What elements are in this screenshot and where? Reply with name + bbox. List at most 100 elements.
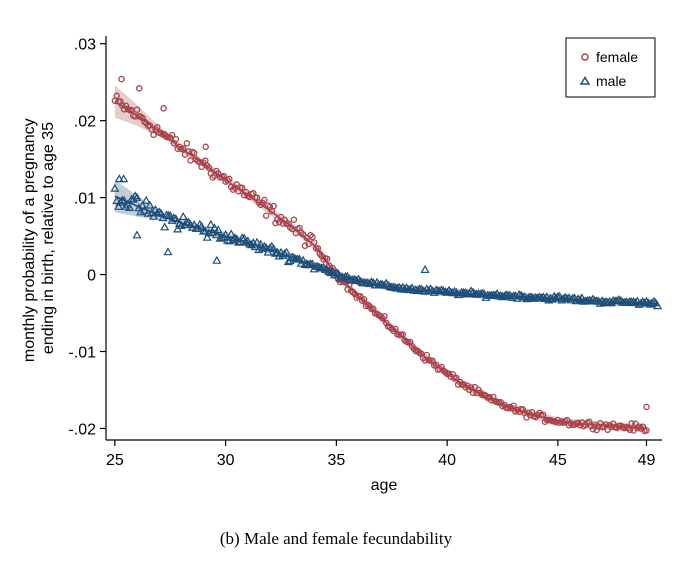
female-point <box>179 145 187 152</box>
male-point <box>649 296 659 305</box>
male-point <box>466 286 476 295</box>
male-point <box>516 290 526 299</box>
female-point <box>190 149 198 157</box>
y-tick-label: 0 <box>87 268 96 285</box>
male-point <box>281 247 292 256</box>
female-point <box>183 140 191 147</box>
female-point <box>205 164 213 172</box>
female-point <box>442 368 449 376</box>
male-point <box>326 268 336 277</box>
female-point <box>539 411 547 418</box>
male-point <box>383 280 393 289</box>
female-point <box>314 244 322 252</box>
legend-female-marker <box>581 53 589 61</box>
female-point <box>329 264 336 272</box>
male-point <box>313 261 323 270</box>
female-point <box>381 312 388 320</box>
male-point <box>222 235 233 244</box>
female-point <box>323 255 331 262</box>
male-point <box>331 267 341 276</box>
female-point <box>628 420 635 427</box>
female-point <box>467 384 475 391</box>
y-tick-label: .02 <box>74 114 96 131</box>
male-point <box>137 200 148 209</box>
male-point <box>193 223 203 232</box>
female-point <box>299 231 307 238</box>
legend-male-label: male <box>596 73 627 89</box>
plot-area: -.02 -.01 0 .01 .02 .03 25 30 35 40 45 49 <box>68 36 663 469</box>
y-axis-title-line-1: monthly probability of a pregnancy <box>21 118 38 362</box>
y-tick-label: -.02 <box>68 421 96 438</box>
female-point <box>438 363 445 371</box>
male-point <box>366 277 376 286</box>
male-point <box>653 301 663 310</box>
male-point <box>110 183 120 192</box>
male-point <box>169 213 179 222</box>
female-point <box>135 85 143 92</box>
male-point <box>165 210 175 219</box>
male-point <box>154 207 164 216</box>
male-point <box>566 295 576 304</box>
male-point <box>156 208 166 217</box>
male-point <box>270 248 281 257</box>
female-point <box>168 131 176 139</box>
female-point <box>202 143 209 151</box>
male-point <box>121 201 131 210</box>
female-point <box>261 196 268 204</box>
male-point <box>132 230 142 239</box>
male-point <box>125 202 135 211</box>
male-point <box>521 294 532 303</box>
male-point <box>209 223 220 232</box>
male-point <box>438 286 448 295</box>
male-point <box>420 264 430 273</box>
male-point <box>307 259 317 268</box>
male-point <box>283 257 293 266</box>
x-tick-label: 25 <box>106 452 124 469</box>
series-layer <box>110 75 663 435</box>
female-point <box>118 75 125 83</box>
female-point <box>643 403 650 411</box>
male-point <box>206 219 216 228</box>
female-point <box>290 216 298 223</box>
legend-male-marker <box>579 76 591 85</box>
female-point <box>185 148 192 155</box>
female-point <box>541 418 549 425</box>
x-axis-title: age <box>371 477 398 494</box>
male-point <box>449 286 460 295</box>
female-point <box>220 172 228 180</box>
female-point <box>399 331 407 338</box>
male-point <box>112 196 122 205</box>
x-axis-ticks: 25 30 35 40 45 49 <box>106 440 655 469</box>
male-point <box>160 222 170 231</box>
y-tick-label: .03 <box>74 37 96 54</box>
male-point <box>226 229 236 238</box>
male-point <box>294 254 305 263</box>
male-point <box>536 293 546 302</box>
male-point <box>211 230 221 239</box>
male-point <box>119 195 129 204</box>
female-point <box>469 389 477 397</box>
male-point <box>507 292 517 301</box>
male-point <box>562 293 572 302</box>
male-point <box>114 174 124 183</box>
male-point <box>416 284 426 293</box>
male-point <box>130 191 140 200</box>
x-tick-label: 30 <box>217 452 235 469</box>
male-point <box>119 174 129 183</box>
male-point <box>614 295 624 304</box>
male-point <box>132 192 142 201</box>
female-point <box>150 131 157 139</box>
female-point <box>154 123 161 131</box>
male-point <box>413 286 423 295</box>
male-point <box>468 287 478 296</box>
female-point <box>272 219 279 227</box>
female-point <box>310 239 318 246</box>
female-point <box>453 374 460 382</box>
male-point <box>497 292 508 301</box>
male-point <box>540 293 550 302</box>
male-point <box>202 232 212 241</box>
male-point <box>230 233 240 242</box>
x-tick-label: 35 <box>327 452 345 469</box>
legend: female male <box>565 37 656 98</box>
female-point <box>392 325 399 333</box>
